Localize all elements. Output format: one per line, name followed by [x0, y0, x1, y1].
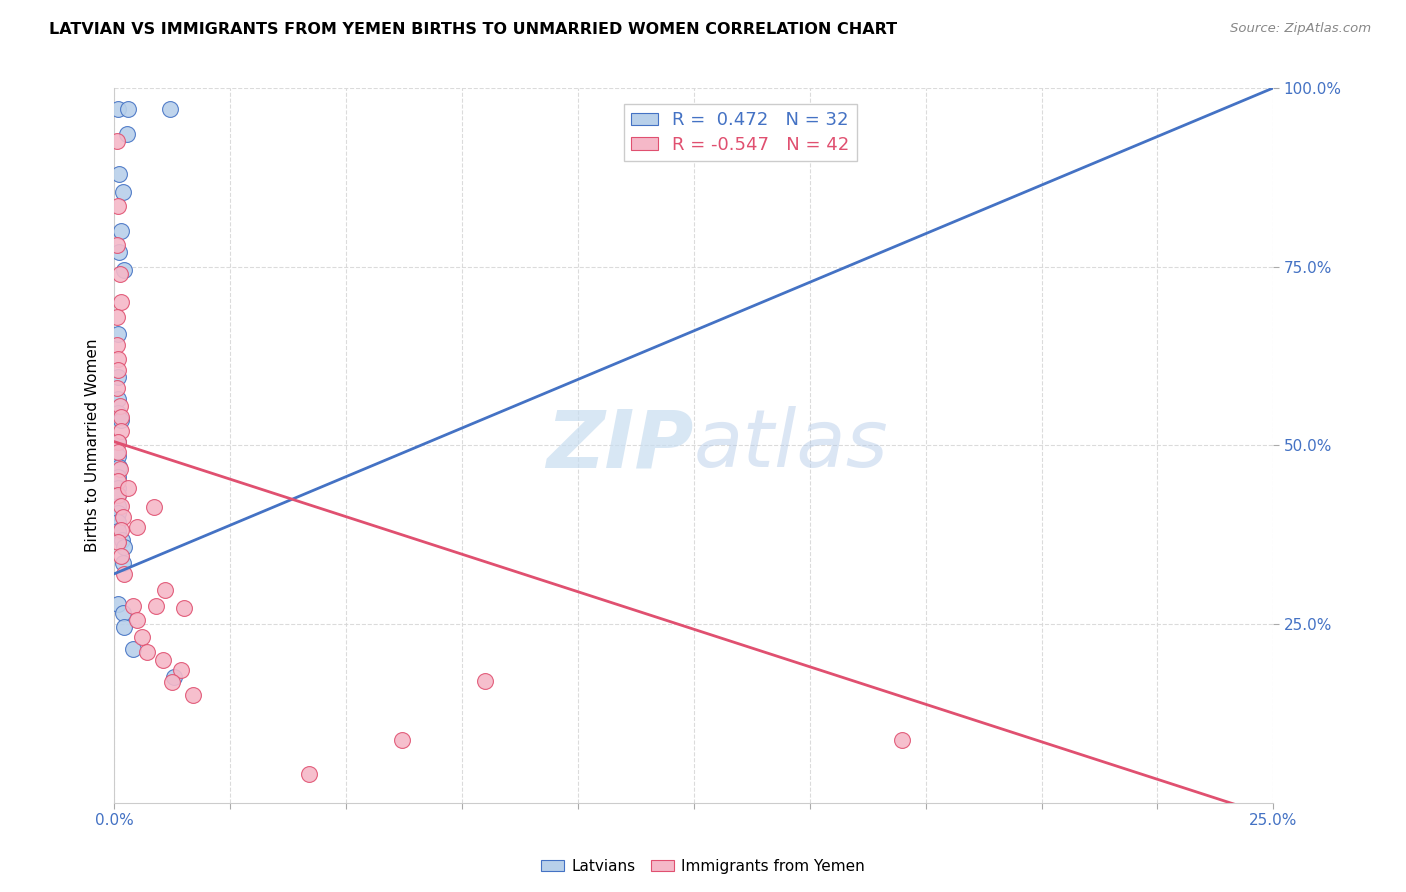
Point [107, 406, 129, 420]
Point [298, 767, 321, 781]
Point [131, 630, 153, 644]
Point [173, 601, 195, 615]
Point [112, 566, 135, 581]
Point [105, 238, 128, 252]
Text: LATVIAN VS IMMIGRANTS FROM YEMEN BIRTHS TO UNMARRIED WOMEN CORRELATION CHART: LATVIAN VS IMMIGRANTS FROM YEMEN BIRTHS … [49, 22, 897, 37]
Point [108, 459, 131, 474]
Point [107, 352, 129, 367]
Point [112, 540, 135, 554]
Point [159, 103, 181, 117]
Point [121, 599, 143, 613]
Point [108, 245, 131, 260]
Point [112, 509, 135, 524]
Point [891, 732, 914, 747]
Point [163, 670, 186, 684]
Point [127, 613, 149, 627]
Point [145, 599, 167, 613]
Point [107, 499, 129, 513]
Point [107, 470, 129, 484]
Legend: Latvians, Immigrants from Yemen: Latvians, Immigrants from Yemen [534, 853, 872, 880]
Point [110, 295, 132, 310]
Point [115, 128, 138, 142]
Point [142, 500, 165, 515]
Point [107, 524, 129, 538]
Point [107, 534, 129, 549]
Point [170, 663, 193, 677]
Point [110, 523, 132, 537]
Point [121, 641, 143, 656]
Point [107, 363, 129, 377]
Point [107, 488, 129, 502]
Point [107, 474, 129, 488]
Point [107, 488, 129, 502]
Point [107, 515, 129, 529]
Point [110, 409, 132, 424]
Point [107, 370, 129, 384]
Text: Source: ZipAtlas.com: Source: ZipAtlas.com [1230, 22, 1371, 36]
Point [152, 652, 174, 666]
Point [108, 267, 131, 281]
Text: atlas: atlas [693, 406, 889, 484]
Point [110, 224, 132, 238]
Point [474, 673, 496, 688]
Point [127, 520, 149, 534]
Point [107, 597, 129, 611]
Text: ZIP: ZIP [547, 406, 693, 484]
Point [107, 327, 129, 342]
Point [107, 445, 129, 459]
Point [110, 424, 132, 438]
Point [135, 645, 157, 659]
Point [105, 381, 128, 395]
Point [107, 434, 129, 449]
Point [391, 732, 413, 747]
Point [107, 103, 129, 117]
Point [160, 675, 183, 690]
Point [105, 310, 128, 324]
Point [108, 399, 131, 413]
Point [111, 606, 134, 620]
Point [105, 135, 128, 149]
Point [107, 434, 129, 449]
Point [110, 499, 132, 513]
Legend: R =  0.472   N = 32, R = -0.547   N = 42: R = 0.472 N = 32, R = -0.547 N = 42 [623, 104, 856, 161]
Point [181, 689, 204, 703]
Point [110, 413, 132, 427]
Point [108, 167, 131, 181]
Point [107, 481, 129, 495]
Point [107, 506, 129, 520]
Point [105, 338, 128, 352]
Point [107, 449, 129, 463]
Point [107, 199, 129, 213]
Point [111, 185, 134, 199]
Point [117, 103, 139, 117]
Point [108, 462, 131, 476]
Point [111, 556, 134, 570]
Point [117, 481, 139, 495]
Point [107, 392, 129, 406]
Point [112, 263, 135, 277]
Y-axis label: Births to Unmarried Women: Births to Unmarried Women [86, 338, 100, 552]
Point [110, 549, 132, 563]
Point [112, 620, 135, 634]
Point [110, 533, 132, 547]
Point [153, 582, 176, 597]
